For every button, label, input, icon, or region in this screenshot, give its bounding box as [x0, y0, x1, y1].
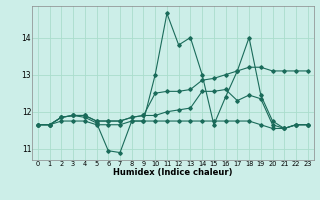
X-axis label: Humidex (Indice chaleur): Humidex (Indice chaleur) — [113, 168, 233, 177]
